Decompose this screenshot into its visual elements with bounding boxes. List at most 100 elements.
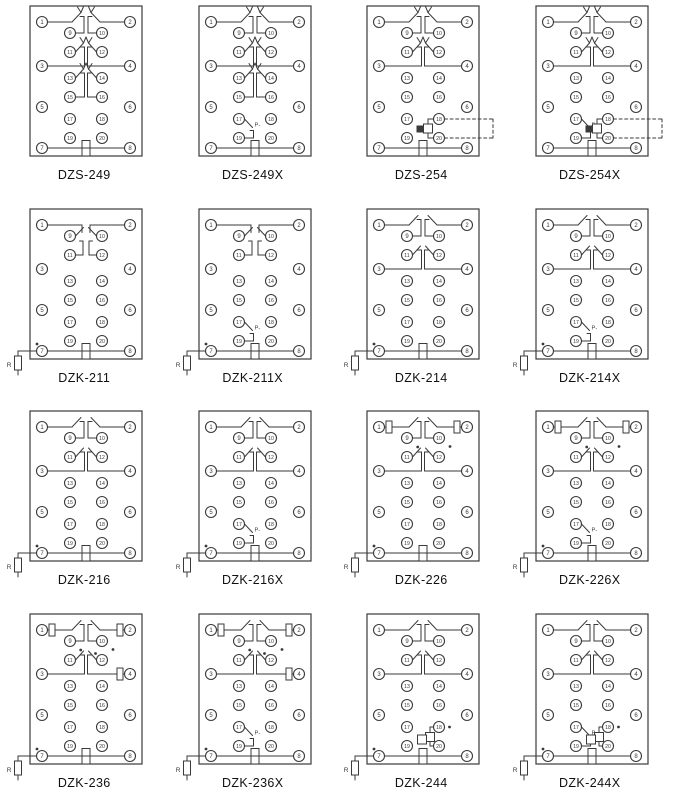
terminal-13: [401, 679, 414, 692]
terminal-8: [124, 344, 137, 357]
terminal-18: [433, 315, 446, 328]
terminal-number-12: 12: [268, 455, 274, 461]
terminal-number-20: 20: [268, 541, 274, 547]
terminal-number-20: 20: [436, 744, 442, 750]
terminal-number-13: 13: [573, 481, 579, 487]
terminal-14: [433, 679, 446, 692]
terminal-number-3: 3: [209, 64, 213, 70]
terminal-14: [264, 274, 277, 287]
terminal-12: [96, 248, 109, 261]
terminal-16: [433, 90, 446, 104]
terminal-15: [64, 293, 77, 306]
terminal-15: [64, 495, 77, 509]
terminal-number-11: 11: [573, 658, 578, 664]
series-resistor-2: [453, 420, 461, 434]
diagram-label: DZK-244: [394, 775, 448, 790]
terminal-number-11: 11: [68, 455, 73, 461]
terminal-number-2: 2: [129, 628, 133, 634]
contact-11-3: [552, 36, 593, 67]
terminal-number-2: 2: [129, 425, 133, 431]
contact-11-3: [47, 36, 87, 67]
terminal-number-2: 2: [297, 628, 301, 634]
terminal-11: [232, 45, 245, 59]
terminal-12: [433, 248, 446, 261]
terminal-18: [433, 517, 446, 531]
terminal-number-18: 18: [268, 725, 274, 731]
polarity-dot-12-al: [262, 651, 266, 655]
terminal-15: [232, 90, 245, 104]
terminal-14: [264, 679, 277, 692]
relay-case-outline: [29, 612, 143, 765]
terminal-13: [232, 71, 245, 85]
coil-symbol: [587, 747, 597, 764]
terminal-11: [401, 248, 414, 261]
contact-14-16: [85, 62, 98, 98]
polarity-dot-7-al: [204, 544, 208, 548]
relay-case-outline: [366, 410, 480, 562]
terminal-number-15: 15: [573, 500, 579, 506]
terminal-number-8: 8: [297, 349, 301, 355]
terminal-number-13: 13: [67, 481, 73, 487]
terminal-number-19: 19: [67, 744, 73, 750]
contact-2-10: [593, 417, 631, 439]
terminal-number-17: 17: [404, 522, 410, 528]
terminal-number-16: 16: [436, 703, 442, 709]
terminal-12: [601, 450, 614, 464]
terminal-11: [64, 653, 77, 666]
terminal-number-3: 3: [378, 64, 382, 70]
terminal-number-1: 1: [378, 628, 382, 634]
terminal-number-1: 1: [209, 20, 213, 26]
terminal-number-1: 1: [546, 223, 550, 229]
terminal-18: [601, 112, 614, 126]
terminal-number-3: 3: [546, 672, 550, 678]
terminal-17: [232, 720, 245, 733]
terminal-6: [629, 708, 642, 721]
terminal-number-16: 16: [605, 500, 611, 506]
terminal-7: [373, 749, 386, 762]
relay-case-outline: [198, 207, 312, 360]
contact-2-10: [424, 619, 463, 641]
terminal-18: [433, 112, 446, 126]
terminal-9: [232, 229, 245, 242]
terminal-number-2: 2: [466, 223, 470, 229]
terminal-number-19: 19: [236, 136, 242, 142]
terminal-number-7: 7: [546, 349, 550, 355]
diagram-label: DZS-249: [57, 168, 111, 182]
terminal-5: [373, 303, 386, 316]
terminal-1: [541, 420, 554, 434]
terminal-number-14: 14: [268, 279, 274, 285]
external-resistor: R: [176, 350, 206, 375]
terminal-number-7: 7: [378, 349, 382, 355]
terminal-2: [629, 15, 642, 29]
terminal-number-3: 3: [41, 672, 45, 678]
terminal-14: [96, 71, 109, 85]
terminal-9: [232, 634, 245, 647]
terminal-number-13: 13: [236, 684, 242, 690]
terminal-number-15: 15: [404, 703, 410, 709]
polarity-dot-7-al: [35, 747, 39, 750]
terminal-16: [264, 293, 277, 306]
terminal-19: [64, 739, 77, 752]
terminal-number-16: 16: [436, 500, 442, 506]
terminal-number-12: 12: [268, 658, 274, 664]
terminal-number-8: 8: [634, 146, 638, 152]
terminal-number-19: 19: [573, 744, 579, 750]
contact-12-4: [424, 245, 463, 269]
terminal-2: [124, 420, 137, 434]
coil-symbol: [81, 342, 91, 359]
terminal-18: [96, 720, 109, 733]
terminal-3: [373, 464, 386, 478]
terminal-number-15: 15: [404, 95, 410, 101]
terminal-number-14: 14: [436, 279, 442, 285]
terminal-12: [601, 248, 614, 261]
terminal-number-11: 11: [68, 50, 73, 56]
terminal-number-7: 7: [209, 146, 213, 152]
terminal-1: [541, 15, 554, 29]
terminal-1: [541, 218, 554, 231]
terminal-9: [401, 26, 414, 40]
